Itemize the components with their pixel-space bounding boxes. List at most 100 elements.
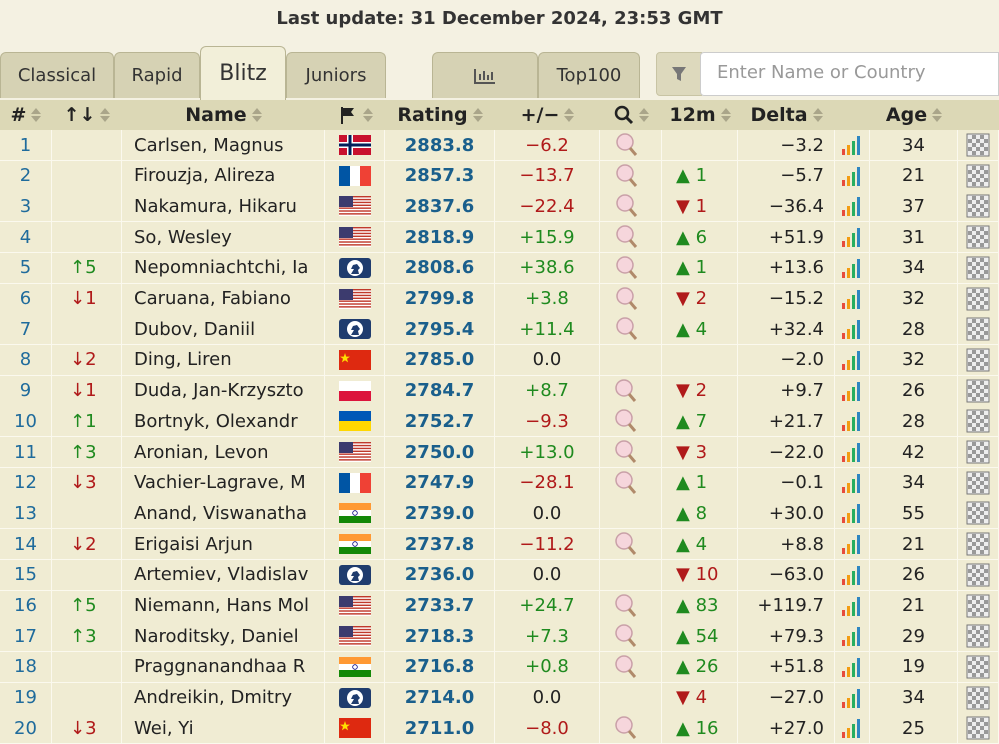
player-name[interactable]: Ding, Liren <box>122 344 325 375</box>
game-board[interactable] <box>966 594 990 618</box>
tab[interactable]: Blitz <box>200 46 286 100</box>
player-name[interactable]: Caruana, Fabiano <box>122 283 325 314</box>
table-row[interactable]: 13 Anand, Viswanatha 2739.0 0.0 ▲ 8 +30.0 55 <box>0 498 999 530</box>
progress-chart[interactable] <box>840 656 864 678</box>
progress-chart[interactable] <box>840 257 864 279</box>
table-row[interactable]: 5 ↑5 Nepomniachtchi, Ia 2808.6 +38.6 ▲ 1 +13.6… <box>0 252 999 284</box>
table-row[interactable]: 6 ↓1 Caruana, Fabiano 2799.8 +3.8 ▼ 2 −15.2 32 <box>0 283 999 315</box>
tab[interactable]: Juniors <box>286 52 386 98</box>
progress-chart[interactable] <box>840 687 864 709</box>
table-row[interactable]: 15 Artemiev, Vladislav 2736.0 0.0 ▼ 10 −63.0 2… <box>0 559 999 591</box>
game-board[interactable] <box>966 624 990 648</box>
player-name[interactable]: Nepomniachtchi, Ia <box>122 252 325 283</box>
magnifier[interactable] <box>613 408 639 434</box>
player-name[interactable]: Artemiev, Vladislav <box>122 559 325 590</box>
game-board[interactable] <box>966 716 990 740</box>
player-name[interactable]: Naroditsky, Daniel <box>122 621 325 652</box>
magnifier[interactable] <box>613 715 639 741</box>
table-row[interactable]: 16 ↑5 Niemann, Hans Mol 2733.7 +24.7 ▲ 83 +119… <box>0 590 999 622</box>
player-name[interactable]: Firouzja, Alireza <box>122 160 325 191</box>
game-board[interactable] <box>966 532 990 556</box>
player-name[interactable]: Andreikin, Dmitry <box>122 682 325 713</box>
search-header[interactable] <box>600 100 662 130</box>
player-name[interactable]: Aronian, Levon <box>122 437 325 467</box>
table-row[interactable]: 1 Carlsen, Magnus 2883.8 −6.2 −3.2 34 <box>0 130 999 161</box>
table-row[interactable]: 17 ↑3 Naroditsky, Daniel 2718.3 +7.3 ▲ 54 +79.… <box>0 621 999 653</box>
game-board[interactable] <box>966 655 990 679</box>
magnifier[interactable] <box>613 531 639 557</box>
progress-chart[interactable] <box>840 349 864 371</box>
table-row[interactable]: 3 Nakamura, Hikaru 2837.6 −22.4 ▼ 1 −36.4 37 <box>0 191 999 223</box>
game-board[interactable] <box>966 317 990 341</box>
progress-chart[interactable] <box>840 226 864 248</box>
column-header[interactable]: Name <box>122 100 325 130</box>
game-board[interactable] <box>966 164 990 188</box>
tab[interactable]: Classical <box>0 52 114 98</box>
progress-chart[interactable] <box>840 472 864 494</box>
player-name[interactable]: Praggnanandhaa R <box>122 651 325 682</box>
table-row[interactable]: 7 Dubov, Daniil 2795.4 +11.4 ▲ 4 +32.4 28 <box>0 314 999 346</box>
game-board[interactable] <box>966 563 990 587</box>
magnifier[interactable] <box>613 654 639 680</box>
progress-chart[interactable] <box>840 502 864 524</box>
progress-chart[interactable] <box>840 318 864 340</box>
player-name[interactable]: Nakamura, Hikaru <box>122 191 325 222</box>
player-name[interactable]: Wei, Yi <box>122 713 325 744</box>
table-row[interactable]: 2 Firouzja, Alireza 2857.3 −13.7 ▲ 1 −5.7 21 <box>0 160 999 192</box>
player-name[interactable]: Anand, Viswanatha <box>122 498 325 529</box>
progress-chart[interactable] <box>840 625 864 647</box>
game-board[interactable] <box>966 501 990 525</box>
progress-chart[interactable] <box>840 134 864 156</box>
game-board[interactable] <box>966 686 990 710</box>
progress-chart[interactable] <box>840 564 864 586</box>
game-board[interactable] <box>966 348 990 372</box>
magnifier[interactable] <box>613 378 639 404</box>
column-header[interactable]: Age <box>870 100 958 130</box>
table-row[interactable]: 18 Praggnanandhaa R 2716.8 +0.8 ▲ 26 +51.8 19 <box>0 651 999 683</box>
game-board[interactable] <box>966 287 990 311</box>
magnifier[interactable] <box>614 132 640 158</box>
column-header[interactable]: Delta <box>738 100 835 130</box>
player-name[interactable]: Erigaisi Arjun <box>122 529 325 560</box>
player-name[interactable]: So, Wesley <box>122 222 325 253</box>
game-board[interactable] <box>966 440 990 464</box>
chart-tab[interactable] <box>432 52 538 98</box>
table-row[interactable]: 10 ↑1 Bortnyk, Olexandr 2752.7 −9.3 ▲ 7 +21.7 2… <box>0 406 999 438</box>
table-row[interactable]: 8 ↓2 Ding, Liren 2785.0 0.0 −2.0 32 <box>0 344 999 376</box>
table-row[interactable]: 20 ↓3 Wei, Yi 2711.0 −8.0 ▲ 16 +27.0 25 <box>0 713 999 744</box>
table-row[interactable]: 11 ↑3 Aronian, Levon 2750.0 +13.0 ▼ 3 −22.0 42 <box>0 437 999 468</box>
progress-chart[interactable] <box>840 165 864 187</box>
filter-button[interactable] <box>656 52 702 96</box>
player-name[interactable]: Dubov, Daniil <box>122 314 325 345</box>
tab[interactable]: Top100 <box>538 52 640 98</box>
player-name[interactable]: Carlsen, Magnus <box>122 130 325 160</box>
search-input[interactable]: Enter Name or Country <box>700 52 999 96</box>
table-row[interactable]: 9 ↓1 Duda, Jan-Krzyszto 2784.7 +8.7 ▼ 2 +9.7 26 <box>0 375 999 407</box>
game-board[interactable] <box>966 133 990 157</box>
game-board[interactable] <box>966 194 990 218</box>
progress-chart[interactable] <box>840 533 864 555</box>
column-header[interactable]: Rating <box>385 100 495 130</box>
player-name[interactable]: Duda, Jan-Krzyszto <box>122 375 325 406</box>
game-board[interactable] <box>966 379 990 403</box>
progress-chart[interactable] <box>840 717 864 739</box>
progress-chart[interactable] <box>840 441 864 463</box>
game-board[interactable] <box>966 256 990 280</box>
progress-chart[interactable] <box>840 380 864 402</box>
magnifier[interactable] <box>614 316 640 342</box>
game-board[interactable] <box>966 409 990 433</box>
progress-chart[interactable] <box>840 288 864 310</box>
magnifier[interactable] <box>614 193 640 219</box>
column-header[interactable]: +/− <box>495 100 600 130</box>
table-row[interactable]: 19 Andreikin, Dmitry 2714.0 0.0 ▼ 4 −27.0 34 <box>0 682 999 714</box>
magnifier[interactable] <box>613 623 639 649</box>
column-header[interactable]: ↑↓ <box>52 100 122 130</box>
progress-chart[interactable] <box>840 195 864 217</box>
game-board[interactable] <box>966 471 990 495</box>
progress-chart[interactable] <box>840 595 864 617</box>
magnifier[interactable] <box>614 255 640 281</box>
magnifier[interactable] <box>613 593 639 619</box>
column-header[interactable]: 12m <box>662 100 738 130</box>
magnifier[interactable] <box>614 286 640 312</box>
magnifier[interactable] <box>614 224 640 250</box>
